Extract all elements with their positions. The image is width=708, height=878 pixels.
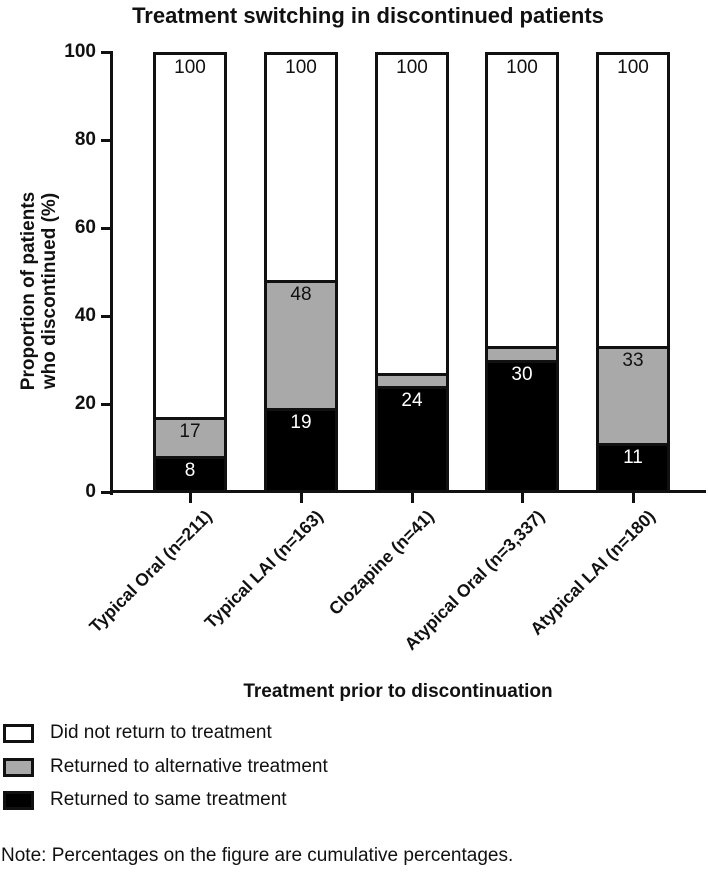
y-axis-tick <box>101 138 110 142</box>
chart-plot-area: 0 20 40 60 80 100 100 17 8 Typical Oral (n=211) 10… <box>64 40 706 654</box>
legend-label: Returned to same treatment <box>50 789 287 810</box>
x-axis-title: Treatment prior to discontinuation <box>243 681 553 702</box>
y-tick-label: 60 <box>74 216 96 238</box>
y-tick-label: 20 <box>74 392 96 414</box>
black-swatch-icon <box>3 790 34 810</box>
x-axis-tick <box>300 493 303 503</box>
segment-label: 100 <box>506 56 538 78</box>
segment-label: 33 <box>622 350 644 372</box>
chart-title: Treatment switching in discontinued pati… <box>132 3 604 28</box>
x-category-label: Typical LAI (n=163) <box>200 506 328 633</box>
segment-label: 17 <box>179 420 201 442</box>
legend-item-did-not-return: Did not return to treatment <box>3 722 563 744</box>
x-axis-tick <box>411 493 414 503</box>
y-axis-tick <box>101 226 110 230</box>
y-axis-line <box>110 50 113 495</box>
bar-segment-same <box>264 407 338 493</box>
segment-label: 24 <box>401 389 423 411</box>
y-axis-tick <box>101 314 110 318</box>
segment-label: 19 <box>290 411 312 433</box>
bar-segment-same <box>375 385 449 493</box>
y-axis-tick <box>101 50 110 54</box>
y-tick-label: 0 <box>85 480 96 502</box>
x-axis-tick <box>632 493 635 503</box>
segment-label: 8 <box>184 460 196 482</box>
y-axis-tick <box>101 402 110 406</box>
segment-label: 100 <box>285 56 317 78</box>
bar-segment-same <box>153 456 227 493</box>
segment-label: 48 <box>290 284 312 306</box>
segment-label: 100 <box>617 56 649 78</box>
x-axis-tick <box>521 493 524 503</box>
gray-swatch-icon <box>3 757 34 777</box>
figure-note: Note: Percentages on the figure are cumu… <box>1 845 514 866</box>
white-swatch-icon <box>3 723 34 743</box>
y-tick-label: 80 <box>74 128 96 150</box>
x-category-label: Clozapine (n=41) <box>325 506 439 619</box>
x-category-label: Atypical LAI (n=180) <box>526 506 660 639</box>
segment-label: 100 <box>174 56 206 78</box>
segment-label: 30 <box>511 363 533 385</box>
bar-segment-same <box>485 359 559 493</box>
x-category-label: Typical Oral (n=211) <box>85 506 217 637</box>
y-axis-tick <box>101 490 110 494</box>
legend-item-alternative-treatment: Returned to alternative treatment <box>3 756 563 778</box>
legend-item-same-treatment: Returned to same treatment <box>3 789 563 811</box>
y-tick-label: 40 <box>74 304 96 326</box>
bar-segment-same <box>596 443 670 493</box>
segment-label: 100 <box>396 56 428 78</box>
segment-label: 11 <box>623 447 643 469</box>
legend-label: Did not return to treatment <box>50 722 272 743</box>
x-axis-tick <box>189 493 192 503</box>
legend-label: Returned to alternative treatment <box>50 756 328 777</box>
y-tick-label: 100 <box>64 40 96 62</box>
